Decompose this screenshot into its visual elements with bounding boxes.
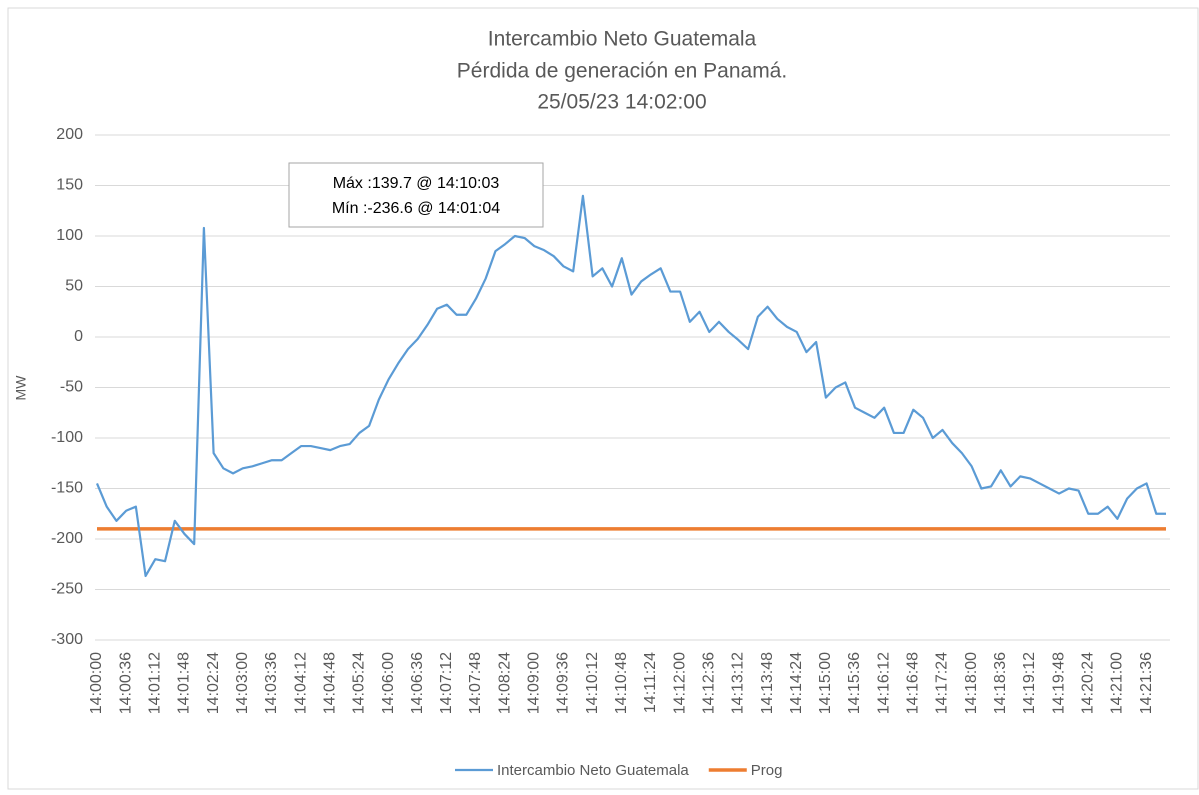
y-tick-label: 0 bbox=[74, 328, 83, 345]
x-tick-label: 14:13:12 bbox=[730, 652, 747, 714]
x-tick-label: 14:20:24 bbox=[1079, 652, 1096, 714]
x-tick-label: 14:10:48 bbox=[613, 652, 630, 714]
x-tick-label: 14:08:24 bbox=[496, 652, 513, 714]
x-tick-label: 14:06:36 bbox=[409, 652, 426, 714]
plot-area: -300 -250 -200 -150 -100 -50 0 50 100 150 200 14:00… bbox=[51, 126, 1170, 714]
x-tick-label: 14:02:24 bbox=[205, 652, 222, 714]
chart-title: 25/05/23 14:02:00 bbox=[537, 91, 706, 114]
y-tick-label: 200 bbox=[56, 126, 83, 143]
series-line bbox=[95, 194, 1166, 578]
y-tick-label: -250 bbox=[51, 581, 83, 598]
x-tick-label: 14:16:48 bbox=[905, 652, 922, 714]
x-tick-label: 14:03:36 bbox=[263, 652, 280, 714]
x-tick-label: 14:09:36 bbox=[555, 652, 572, 714]
x-tick-label: 14:01:48 bbox=[176, 652, 193, 714]
y-tick-label: 150 bbox=[56, 177, 83, 194]
x-tick-label: 14:18:36 bbox=[992, 652, 1009, 714]
x-tick-label: 14:13:48 bbox=[759, 652, 776, 714]
y-tick-label: -50 bbox=[60, 379, 83, 396]
x-tick-label: 14:19:12 bbox=[1021, 652, 1038, 714]
x-tick-label: 14:16:12 bbox=[875, 652, 892, 714]
x-tick-label: 14:07:48 bbox=[467, 652, 484, 714]
x-tick-label: 14:00:00 bbox=[88, 652, 105, 714]
x-tick-label: 14:03:00 bbox=[234, 652, 251, 714]
y-tick-label: 100 bbox=[56, 227, 83, 244]
x-tick-label: 14:07:12 bbox=[438, 652, 455, 714]
y-tick-label: -150 bbox=[51, 480, 83, 497]
y-tick-label: -100 bbox=[51, 429, 83, 446]
x-tick-label: 14:05:24 bbox=[351, 652, 368, 714]
x-tick-label: 14:09:00 bbox=[526, 652, 543, 714]
x-tick-label: 14:12:00 bbox=[671, 652, 688, 714]
chart-border bbox=[7, 7, 1199, 790]
x-tick-label: 14:04:48 bbox=[321, 652, 338, 714]
x-tick-label: 14:15:00 bbox=[817, 652, 834, 714]
x-tick-label: 14:11:24 bbox=[642, 652, 659, 713]
x-tick-label: 14:12:36 bbox=[700, 652, 717, 714]
chart-title: Intercambio Neto Guatemala bbox=[488, 28, 757, 51]
x-tick-label: 14:21:00 bbox=[1109, 652, 1126, 714]
legend: Intercambio Neto Guatemala Prog bbox=[455, 762, 782, 779]
y-tick-label: -200 bbox=[51, 530, 83, 547]
x-tick-label: 14:01:12 bbox=[147, 652, 164, 714]
y-tick-label: 50 bbox=[65, 278, 83, 295]
y-axis-label: MW bbox=[13, 375, 29, 401]
x-tick-label: 14:00:36 bbox=[117, 652, 134, 714]
x-tick-label: 14:04:12 bbox=[292, 652, 309, 714]
x-tick-label: 14:14:24 bbox=[788, 652, 805, 714]
annotation: Mín :-236.6 @ 14:01:04 bbox=[332, 200, 500, 217]
y-tick-label: -300 bbox=[51, 631, 83, 648]
x-tick-label: 14:06:00 bbox=[380, 652, 397, 714]
annotation-box bbox=[288, 162, 544, 228]
annotation: Máx :139.7 @ 14:10:03 bbox=[333, 175, 500, 192]
legend-label: Prog bbox=[751, 762, 783, 779]
x-tick-label: 14:15:36 bbox=[846, 652, 863, 714]
x-tick-label: 14:17:24 bbox=[934, 652, 951, 714]
x-tick-label: 14:10:12 bbox=[584, 652, 601, 714]
chart-title: Pérdida de generación en Panamá. bbox=[457, 60, 787, 83]
x-tick-label: 14:21:36 bbox=[1138, 652, 1155, 714]
x-tick-label: 14:18:00 bbox=[963, 652, 980, 714]
x-tick-label: 14:19:48 bbox=[1050, 652, 1067, 714]
legend-label: Intercambio Neto Guatemala bbox=[497, 762, 689, 779]
